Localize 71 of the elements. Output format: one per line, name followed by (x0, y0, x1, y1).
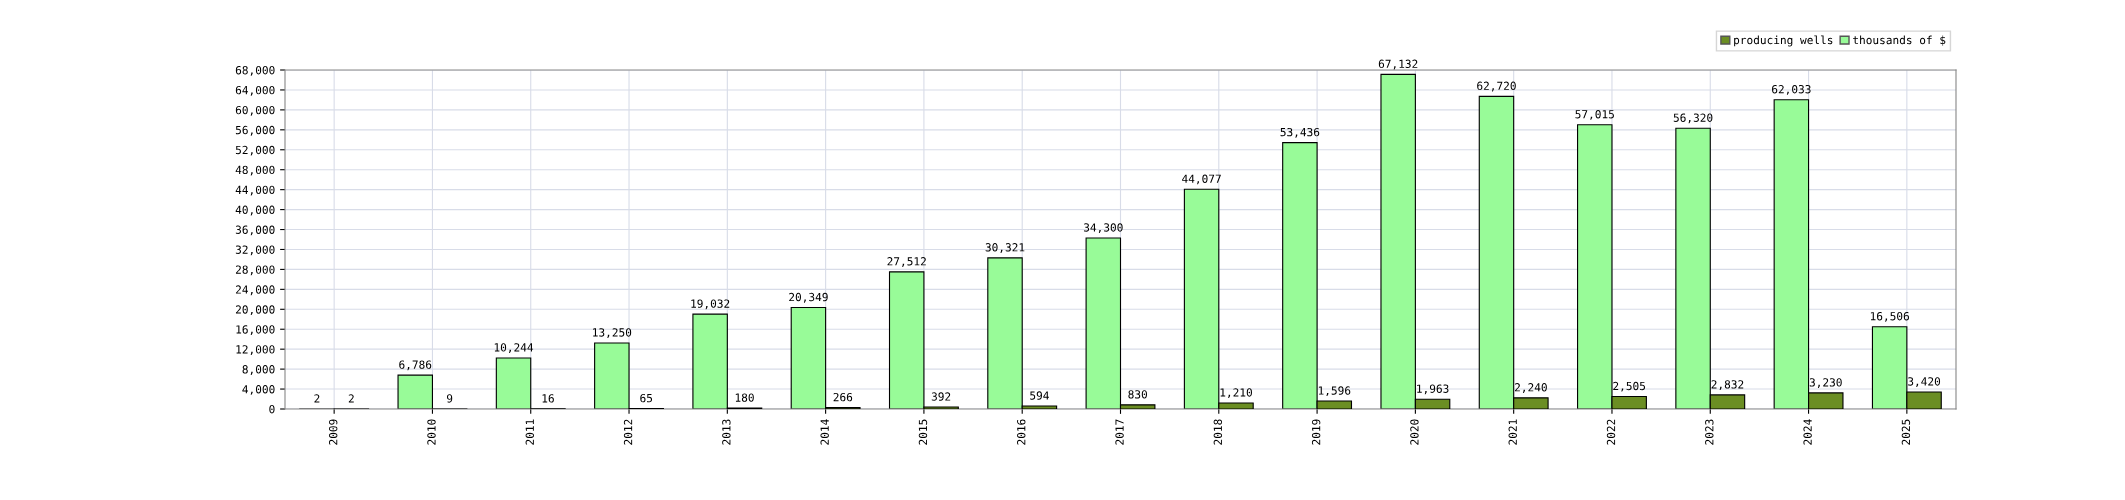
y-tick-label: 56,000 (235, 125, 275, 136)
x-tick-label: 2011 (525, 419, 534, 445)
data-label: 67,132 (1378, 59, 1418, 70)
data-label: 1,596 (1318, 386, 1351, 397)
x-tick-label: 2020 (1410, 419, 1419, 445)
data-label: 44,077 (1182, 174, 1221, 185)
data-label: 2,505 (1613, 381, 1646, 392)
x-tick-label: 2022 (1606, 419, 1616, 445)
y-tick-label: 16,000 (236, 325, 275, 336)
data-label: 6,786 (399, 360, 432, 371)
x-tick-label: 2012 (623, 419, 633, 445)
x-tick-label: 2016 (1017, 419, 1026, 445)
x-tick-label: 2015 (918, 419, 928, 445)
data-label: 62,033 (1772, 85, 1811, 95)
x-tick-label: 2017 (1115, 419, 1124, 445)
y-tick-label: 32,000 (235, 245, 275, 256)
data-label: 53,436 (1280, 127, 1320, 138)
data-label: 1,963 (1417, 384, 1449, 395)
data-label: 56,320 (1673, 113, 1713, 124)
data-label: 830 (1128, 390, 1148, 399)
data-label: 9 (446, 394, 453, 403)
x-tick-label: 2023 (1705, 419, 1714, 445)
y-tick-label: 68,000 (235, 66, 275, 76)
x-tick-label: 2025 (1901, 419, 1911, 445)
data-label: 16,506 (1870, 311, 1909, 322)
data-label: 1,210 (1220, 388, 1252, 399)
data-label: 62,720 (1477, 81, 1516, 92)
x-tick-label: 2009 (329, 419, 338, 445)
y-tick-label: 40,000 (235, 205, 275, 216)
y-tick-label: 4,000 (242, 385, 275, 395)
data-label: 57,015 (1575, 110, 1614, 120)
legend-label: thousands of $ (1853, 35, 1946, 46)
data-label: 3,420 (1908, 377, 1941, 388)
y-tick-label: 24,000 (235, 285, 275, 296)
data-label: 10,244 (494, 343, 534, 354)
x-tick-label: 2014 (820, 419, 829, 445)
y-tick-label: 12,000 (236, 345, 275, 355)
data-label: 266 (833, 392, 853, 402)
data-label: 19,032 (691, 299, 730, 310)
y-tick-label: 8,000 (242, 365, 275, 375)
data-label: 27,512 (887, 257, 926, 267)
y-tick-label: 44,000 (235, 185, 275, 196)
x-tick-label: 2010 (427, 419, 436, 445)
data-label: 2 (348, 394, 354, 403)
y-tick-label: 0 (269, 405, 275, 414)
x-tick-label: 2021 (1508, 419, 1517, 445)
y-tick-label: 52,000 (235, 145, 275, 156)
y-tick-label: 64,000 (235, 85, 275, 96)
y-tick-label: 28,000 (235, 265, 275, 276)
data-label: 34,300 (1083, 223, 1123, 234)
data-label: 3,230 (1809, 378, 1842, 388)
data-label: 594 (1030, 391, 1049, 400)
x-tick-label: 2018 (1213, 419, 1223, 445)
y-tick-label: 60,000 (235, 105, 275, 116)
data-label: 180 (735, 393, 754, 402)
x-tick-label: 2013 (722, 419, 731, 445)
data-label: 13,250 (593, 328, 632, 339)
y-tick-label: 20,000 (235, 305, 275, 316)
data-label: 30,321 (985, 243, 1025, 253)
data-label: 392 (931, 392, 951, 401)
x-tick-label: 2019 (1311, 419, 1321, 445)
legend-label: producing wells (1734, 35, 1833, 47)
data-label: 2,832 (1711, 380, 1744, 390)
data-label: 65 (640, 393, 653, 403)
x-tick-label: 2024 (1803, 419, 1812, 445)
data-label: 2 (314, 394, 320, 403)
data-label: 16 (542, 394, 554, 403)
y-tick-label: 36,000 (235, 225, 275, 236)
data-label: 2,240 (1514, 383, 1547, 393)
data-label: 20,349 (789, 292, 828, 303)
y-tick-label: 48,000 (235, 165, 275, 176)
